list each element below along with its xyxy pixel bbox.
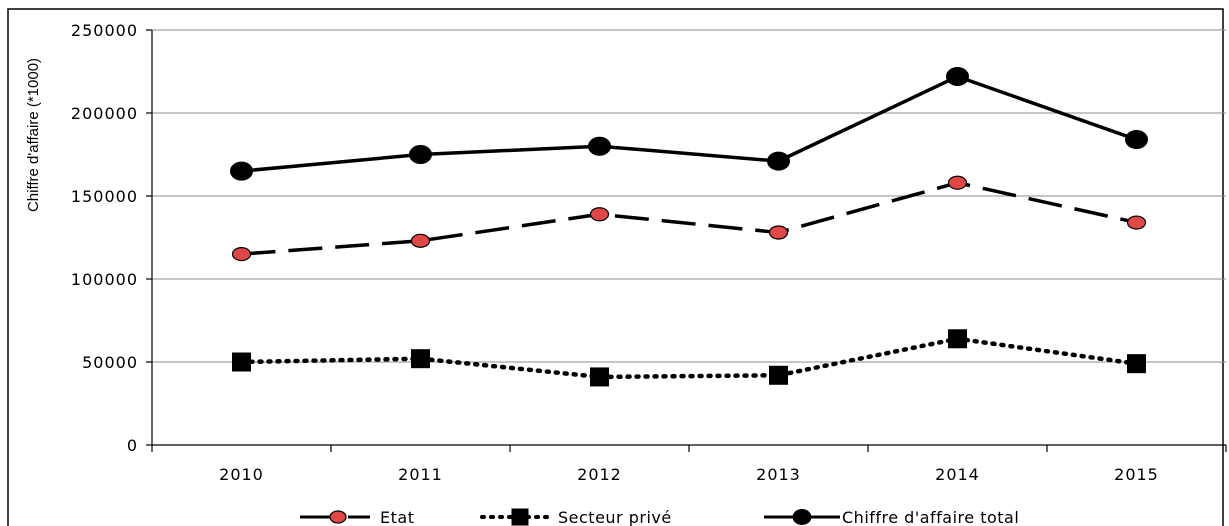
data-point — [590, 367, 609, 387]
y-tick-label: 200000 — [71, 104, 138, 123]
legend-marker — [792, 509, 812, 525]
legend-label: Etat — [380, 508, 414, 526]
legend-label: Chiffre d'affaire total — [842, 508, 1019, 526]
x-tick-label: 2014 — [935, 465, 980, 484]
x-tick-label: 2013 — [756, 465, 801, 484]
y-tick-label: 150000 — [71, 187, 138, 206]
legend-label: Secteur privé — [558, 508, 672, 526]
data-point — [1126, 215, 1147, 230]
series-line — [239, 336, 1139, 380]
x-tick-label: 2012 — [577, 465, 622, 484]
grid-lines — [152, 29, 1226, 363]
x-tick-label: 2010 — [219, 465, 264, 484]
y-tick-label: 0 — [127, 436, 138, 455]
y-tick-labels: 0 50000 100000 150000 200000 250000 — [71, 21, 138, 455]
data-point — [410, 233, 431, 248]
data-point — [411, 349, 430, 369]
data-point — [231, 247, 252, 262]
series-line — [241, 74, 1138, 173]
data-point — [767, 151, 790, 171]
legend: Etat Secteur privé Chiffre d'affaire total — [300, 508, 1019, 526]
y-axis-title: Chiffre d'affaire (*1000) — [25, 58, 42, 212]
legend-marker — [329, 510, 347, 524]
series-line — [241, 180, 1137, 256]
data-point — [232, 352, 251, 372]
series-2 — [230, 66, 1148, 181]
axes — [146, 29, 1227, 452]
legend-marker — [511, 508, 529, 526]
data-point — [769, 365, 788, 385]
series — [230, 66, 1148, 387]
x-tick-label: 2015 — [1114, 465, 1159, 484]
data-point — [230, 161, 253, 181]
data-point — [768, 225, 789, 240]
y-tick-label: 100000 — [71, 270, 138, 289]
y-tick-label: 50000 — [82, 353, 138, 372]
data-point — [589, 207, 610, 222]
data-point — [588, 136, 611, 156]
legend-item-0: Etat — [300, 508, 414, 526]
data-point — [947, 175, 968, 190]
x-tick-label: 2011 — [398, 465, 443, 484]
data-point — [1125, 130, 1148, 150]
series-0 — [231, 175, 1147, 262]
y-tick-label: 250000 — [71, 21, 138, 40]
data-point — [948, 329, 967, 349]
legend-item-2: Chiffre d'affaire total — [764, 508, 1019, 526]
chart-frame — [7, 8, 1224, 526]
x-tick-labels: 2010 2011 2012 2013 2014 2015 — [219, 465, 1159, 484]
series-1 — [232, 329, 1146, 387]
legend-item-1: Secteur privé — [480, 508, 672, 526]
data-point — [1127, 354, 1146, 374]
data-point — [409, 145, 432, 164]
data-point — [946, 66, 969, 86]
